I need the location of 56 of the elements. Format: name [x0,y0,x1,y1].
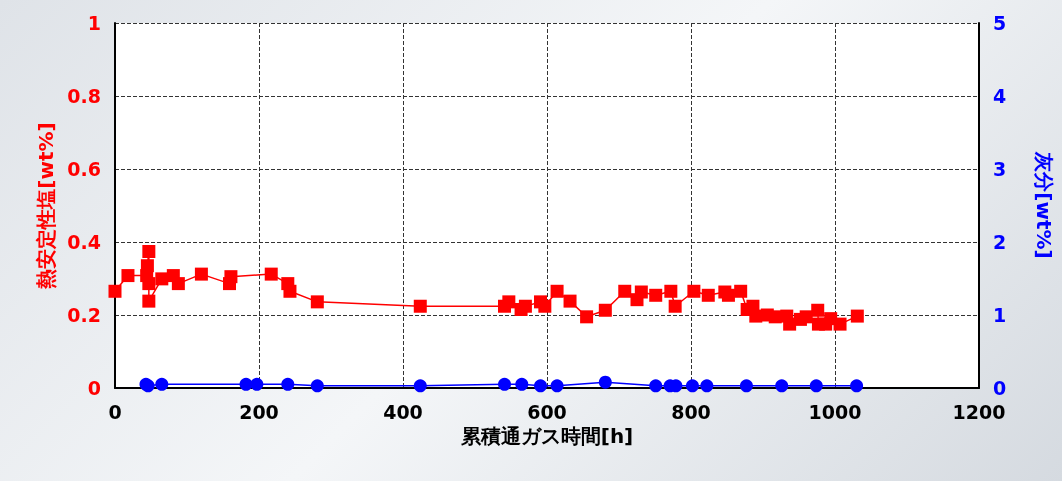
point [850,309,864,323]
point [155,272,169,286]
point [194,267,208,281]
x-axis-title: 累積通ガス時間[h] [459,424,634,448]
point [634,285,648,299]
point [121,269,135,283]
y2-tick-label: 0 [993,377,1007,399]
point [538,299,552,313]
x-tick-label: 400 [383,400,423,423]
y2-tick-label: 1 [993,304,1007,326]
y-tick-label: 0.2 [67,304,101,326]
y-tick-label: 0.8 [67,85,101,107]
x-tick-label: 200 [239,400,279,423]
y-tick-label: 0.6 [67,158,101,180]
point [701,288,715,302]
point [142,294,156,308]
point [310,295,324,309]
point [502,295,516,309]
y-axis-title: 熱安定性塩[wt%] [34,122,59,290]
point [283,284,297,298]
point [598,303,612,317]
point [518,299,532,313]
point [668,299,682,313]
point [108,284,122,298]
point [749,309,763,323]
y2-axis-title: 灰分[wt%] [1032,151,1056,259]
point [563,294,577,308]
point [142,244,156,258]
x-tick-label: 1200 [952,400,1006,423]
point [224,270,238,284]
point [734,284,748,298]
y2-tick-label: 4 [993,85,1007,107]
y2-tick-label: 3 [993,158,1007,180]
point [687,284,701,298]
point [811,303,825,317]
point [171,277,185,291]
x-tick-label: 800 [671,400,711,423]
point [142,277,156,291]
point [264,267,278,281]
x-tick-label: 1000 [808,400,862,423]
y-tick-label: 1 [87,12,101,34]
point [664,284,678,298]
y2-tick-label: 5 [993,12,1007,34]
point [413,299,427,313]
point [580,310,594,324]
y2-tick-label: 2 [993,231,1007,253]
x-tick-label: 600 [527,400,567,423]
y-tick-label: 0 [87,377,101,399]
y-tick-label: 0.4 [67,231,101,253]
point [140,259,154,273]
point [833,317,847,331]
x-tick-label: 0 [108,400,122,423]
point [783,317,797,331]
point [618,284,632,298]
point [649,288,663,302]
point [550,284,564,298]
